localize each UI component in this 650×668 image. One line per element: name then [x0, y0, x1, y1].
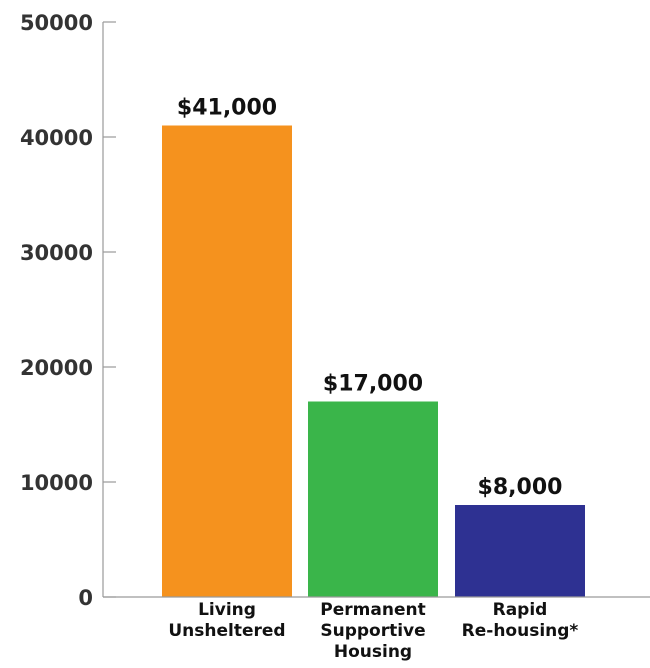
x-category-label-line: Living [198, 600, 256, 620]
y-tick-label: 40000 [20, 126, 93, 150]
x-category-label-line: Housing [334, 642, 412, 662]
bar [162, 125, 292, 597]
bar [308, 401, 438, 597]
y-tick-label: 0 [78, 586, 93, 610]
x-axis: Living Unsheltered Permanent Supportive Hous… [103, 596, 650, 662]
y-axis: 0 10000 20000 30000 40000 50000 [20, 11, 116, 610]
x-category-label-line: Re-housing* [462, 621, 579, 641]
x-category-label-line: Supportive [320, 621, 425, 641]
x-category-label: Living Unsheltered [168, 600, 285, 641]
bar-value-label: $8,000 [478, 475, 563, 500]
x-category-label-line: Unsheltered [168, 621, 285, 641]
bars [162, 125, 585, 597]
y-tick-label: 10000 [20, 471, 93, 495]
x-category-label-line: Permanent [320, 600, 425, 620]
bar [455, 505, 585, 597]
x-category-label: Permanent Supportive Housing [320, 600, 425, 662]
bar-value-label: $41,000 [177, 96, 277, 121]
y-tick-label: 20000 [20, 356, 93, 380]
bar-value-label: $17,000 [323, 372, 423, 397]
y-tick-label: 30000 [20, 241, 93, 265]
x-category-label-line: Rapid [493, 600, 548, 620]
data-labels: $41,000 $17,000 $8,000 [177, 96, 563, 501]
y-tick-label: 50000 [20, 11, 93, 35]
x-category-label: Rapid Re-housing* [462, 600, 579, 641]
